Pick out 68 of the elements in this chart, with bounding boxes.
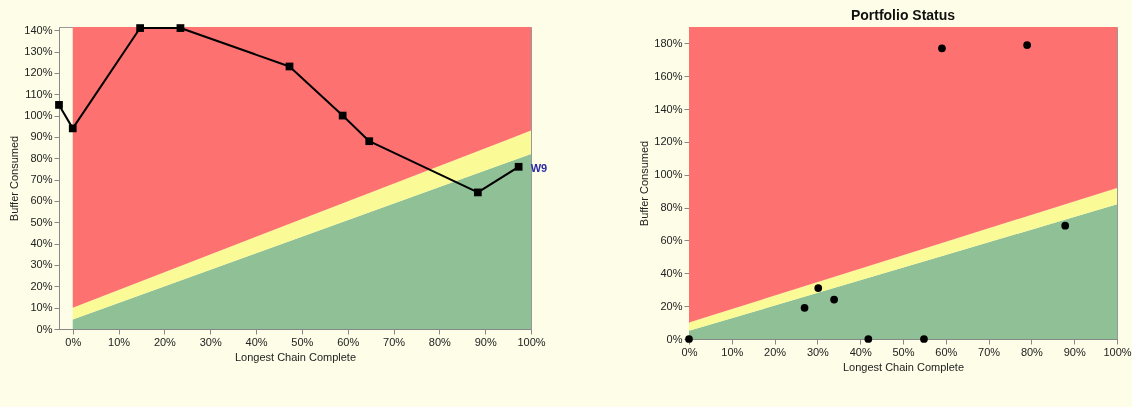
point bbox=[136, 24, 144, 32]
point bbox=[473, 188, 482, 197]
x-tick-label: 40% bbox=[849, 345, 872, 358]
y-tick-label: 80% bbox=[660, 201, 683, 214]
x-tick-label: 20% bbox=[153, 335, 177, 348]
x-axis-title: Longest Chain Complete bbox=[842, 360, 965, 373]
y-tick-label: 100% bbox=[24, 109, 53, 122]
x-tick-label: 80% bbox=[1020, 345, 1044, 358]
point bbox=[514, 162, 523, 171]
x-tick-label: 30% bbox=[199, 335, 222, 348]
y-tick-label: 80% bbox=[30, 151, 53, 164]
x-tick-label: 60% bbox=[935, 345, 958, 358]
y-tick-label: 20% bbox=[30, 279, 53, 292]
y-tick-label: 70% bbox=[30, 173, 53, 186]
y-tick-label: 160% bbox=[654, 69, 683, 82]
y-tick-label: 50% bbox=[30, 215, 53, 228]
point bbox=[1023, 41, 1031, 49]
y-tick-label: 60% bbox=[30, 194, 53, 207]
y-tick-label: 30% bbox=[30, 258, 53, 271]
point bbox=[55, 101, 63, 109]
x-axis-title: Longest Chain Complete bbox=[234, 350, 357, 363]
y-axis-title: Buffer Consumed bbox=[8, 135, 21, 222]
y-tick-label: 40% bbox=[30, 237, 53, 250]
x-tick-label: 10% bbox=[108, 335, 131, 348]
y-tick-label: 140% bbox=[654, 102, 683, 115]
x-tick-label: 90% bbox=[1063, 345, 1086, 358]
y-tick-label: 120% bbox=[654, 135, 683, 148]
x-tick-label: 30% bbox=[806, 345, 830, 358]
y-tick-label: 110% bbox=[25, 87, 53, 100]
point bbox=[338, 111, 347, 120]
point bbox=[814, 284, 823, 292]
point bbox=[864, 335, 873, 343]
x-tick-label: 0% bbox=[65, 335, 82, 348]
x-tick-label: 0% bbox=[681, 345, 698, 358]
point bbox=[800, 303, 809, 312]
x-tick-label: 100% bbox=[517, 335, 546, 348]
x-tick-label: 50% bbox=[892, 345, 915, 358]
point bbox=[830, 295, 838, 304]
x-tick-label: 70% bbox=[978, 345, 1001, 358]
y-tick-label: 120% bbox=[24, 66, 53, 79]
x-tick-label: 80% bbox=[428, 335, 452, 348]
y-tick-label: 60% bbox=[660, 233, 683, 246]
x-tick-label: 10% bbox=[721, 345, 744, 358]
x-tick-label: 40% bbox=[245, 335, 268, 348]
point bbox=[920, 335, 928, 343]
x-tick-label: 70% bbox=[383, 335, 406, 348]
x-tick-label: 60% bbox=[337, 335, 360, 348]
point bbox=[938, 44, 946, 53]
y-tick-label: 10% bbox=[30, 301, 53, 314]
y-tick-label: 100% bbox=[654, 168, 683, 181]
y-axis-title: Buffer Consumed bbox=[638, 140, 651, 227]
point bbox=[176, 24, 185, 32]
y-tick-label: 20% bbox=[660, 299, 683, 312]
y-tick-label: 0% bbox=[36, 322, 53, 335]
y-tick-label: 180% bbox=[654, 36, 683, 49]
chart-title: Portfolio Status bbox=[850, 7, 956, 23]
x-tick-label: 100% bbox=[1103, 345, 1132, 358]
x-tick-label: 50% bbox=[291, 335, 314, 348]
annotation: W9 bbox=[530, 161, 548, 174]
point bbox=[68, 124, 77, 133]
y-tick-label: 130% bbox=[24, 45, 53, 58]
point bbox=[1061, 221, 1070, 230]
x-tick-label: 20% bbox=[764, 345, 787, 358]
x-tick-label: 90% bbox=[474, 335, 497, 348]
y-tick-label: 40% bbox=[660, 266, 683, 279]
point bbox=[365, 137, 374, 146]
y-tick-label: 140% bbox=[24, 23, 53, 36]
y-tick-label: 90% bbox=[30, 130, 53, 143]
